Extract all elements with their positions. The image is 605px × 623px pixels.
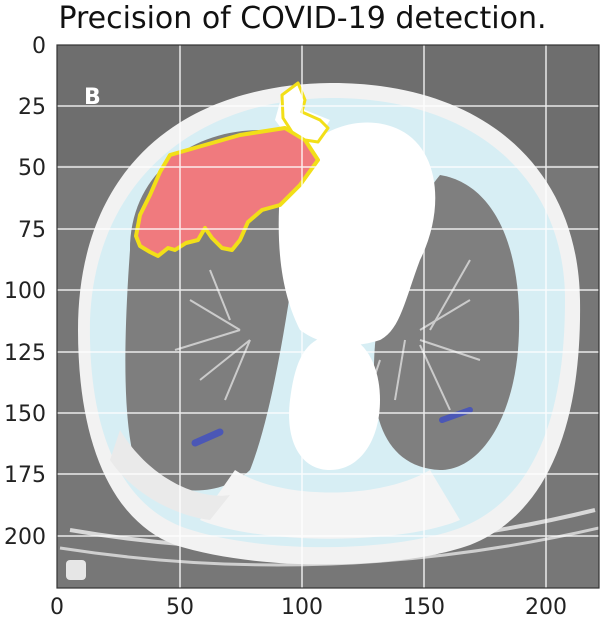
x-axis: 0 50 100 150 200 [50, 595, 567, 620]
x-tick-label: 150 [403, 595, 445, 620]
y-tick-label: 50 [18, 156, 46, 181]
y-tick-label: 175 [4, 463, 46, 488]
blue-mark-right [439, 407, 473, 423]
panel-label: B [84, 85, 101, 110]
figure-title: Precision of COVID-19 detection. [58, 1, 547, 36]
y-tick-label: 75 [18, 218, 46, 243]
y-tick-label: 25 [18, 95, 46, 120]
y-tick-label: 150 [4, 402, 46, 427]
ct-image: B [57, 45, 599, 588]
y-tick-label: 200 [4, 525, 46, 550]
spine [289, 334, 380, 470]
y-tick-label: 125 [4, 341, 46, 366]
grid [57, 45, 599, 588]
x-tick-label: 50 [166, 595, 194, 620]
x-tick-label: 200 [525, 595, 567, 620]
axes-frame [56, 44, 600, 589]
lesion-region [134, 126, 320, 258]
corner-marker [66, 560, 86, 580]
y-tick-label: 100 [4, 279, 46, 304]
y-tick-label: 0 [32, 34, 46, 59]
y-axis: 0 25 50 75 100 125 150 175 200 [4, 34, 46, 550]
blue-mark-left [191, 428, 224, 447]
x-tick-label: 100 [281, 595, 323, 620]
x-tick-label: 0 [50, 595, 64, 620]
